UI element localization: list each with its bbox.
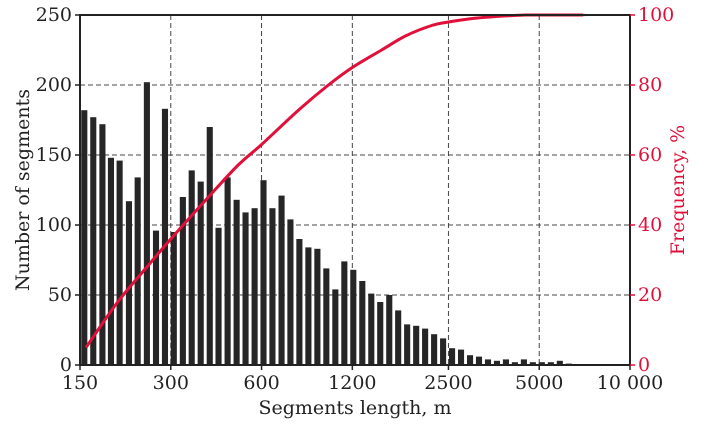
histogram-bar (152, 230, 160, 365)
histogram-bar (538, 362, 545, 365)
histogram-bar (251, 208, 258, 365)
x-tick-label: 300 (153, 372, 189, 394)
histogram-bar (377, 302, 384, 365)
y2-tick-label: 40 (638, 214, 662, 236)
y2-axis-title: Frequency, % (667, 125, 689, 255)
histogram-bar (386, 295, 393, 365)
x-tick-label: 1200 (328, 372, 376, 394)
x-tick-label: 600 (243, 372, 279, 394)
histogram-bar (332, 289, 339, 365)
histogram-bar (233, 199, 240, 365)
histogram-bar (143, 82, 150, 365)
histogram-bar (134, 177, 141, 365)
x-tick-label: 10 000 (597, 372, 663, 394)
histogram-bar (547, 362, 554, 365)
histogram-bar (511, 362, 518, 365)
histogram-bar (395, 310, 402, 365)
y-tick-label: 0 (60, 354, 72, 376)
histogram-bar (224, 177, 231, 365)
histogram-bar (125, 201, 133, 365)
histogram-bar (278, 195, 285, 365)
histogram-bar (197, 181, 204, 365)
y-tick-label: 200 (36, 74, 72, 96)
histogram-bar (90, 117, 97, 365)
histogram-bar (81, 110, 88, 365)
y2-tick-label: 80 (638, 74, 662, 96)
histogram-bar (440, 338, 447, 365)
x-tick-label: 5000 (515, 372, 563, 394)
y2-tick-labels: 0 20 40 60 80 100 (638, 4, 674, 376)
histogram-bar (170, 232, 177, 365)
histogram-bar (341, 261, 348, 365)
histogram-bar (449, 348, 456, 365)
histogram-bar (484, 359, 492, 365)
histogram-bar (404, 324, 411, 365)
histogram-bar (179, 197, 186, 365)
histogram-bar (529, 362, 536, 365)
plot-frame (79, 14, 631, 366)
histogram-bar (422, 328, 429, 365)
y-tick-label: 250 (36, 4, 72, 26)
histogram-bar (556, 360, 563, 365)
histogram-bar (350, 269, 357, 365)
bars (81, 82, 572, 366)
x-tick-label: 150 (62, 372, 98, 394)
histogram-bar (260, 180, 267, 365)
x-axis-title: Segments length, m (258, 397, 451, 419)
histogram-bar (107, 157, 115, 365)
histogram-bar (520, 359, 527, 365)
histogram-bar (314, 248, 321, 365)
y2-tick-label: 100 (638, 4, 674, 26)
x-tick-labels: 150 300 600 1200 2500 5000 10 000 (62, 372, 663, 394)
histogram-bar (242, 212, 249, 365)
histogram-bar (413, 325, 420, 365)
y2-tick-label: 60 (638, 144, 662, 166)
histogram-bar (296, 239, 303, 365)
histogram-bar (305, 247, 312, 365)
y2-tick-label: 0 (638, 354, 650, 376)
histogram-bar (431, 334, 438, 365)
y-tick-label: 100 (36, 214, 72, 236)
histogram-bar (188, 170, 195, 365)
histogram-bar (502, 359, 509, 365)
histogram-bar (161, 108, 169, 366)
histogram-bar (215, 227, 222, 365)
y-tick-label: 150 (36, 144, 72, 166)
x-tick-label: 2500 (424, 372, 472, 394)
y-tick-labels: 0 50 100 150 200 250 (36, 4, 72, 376)
histogram-bar (99, 124, 106, 365)
y-tick-label: 50 (48, 284, 72, 306)
histogram-bar (457, 349, 465, 365)
histogram-bar (269, 208, 276, 365)
histogram-bar (323, 268, 330, 365)
histogram-bar (116, 160, 123, 365)
histogram-bar (287, 219, 294, 365)
y-axis-title: Number of segments (12, 89, 34, 291)
histogram-bar (206, 127, 213, 365)
y2-tick-label: 20 (638, 284, 662, 306)
histogram-bar (475, 356, 483, 365)
histogram-bar (359, 281, 366, 365)
histogram-bar (368, 293, 375, 365)
histogram-bar (466, 355, 474, 365)
tick-marks (75, 14, 635, 370)
histogram-bar (493, 360, 501, 365)
